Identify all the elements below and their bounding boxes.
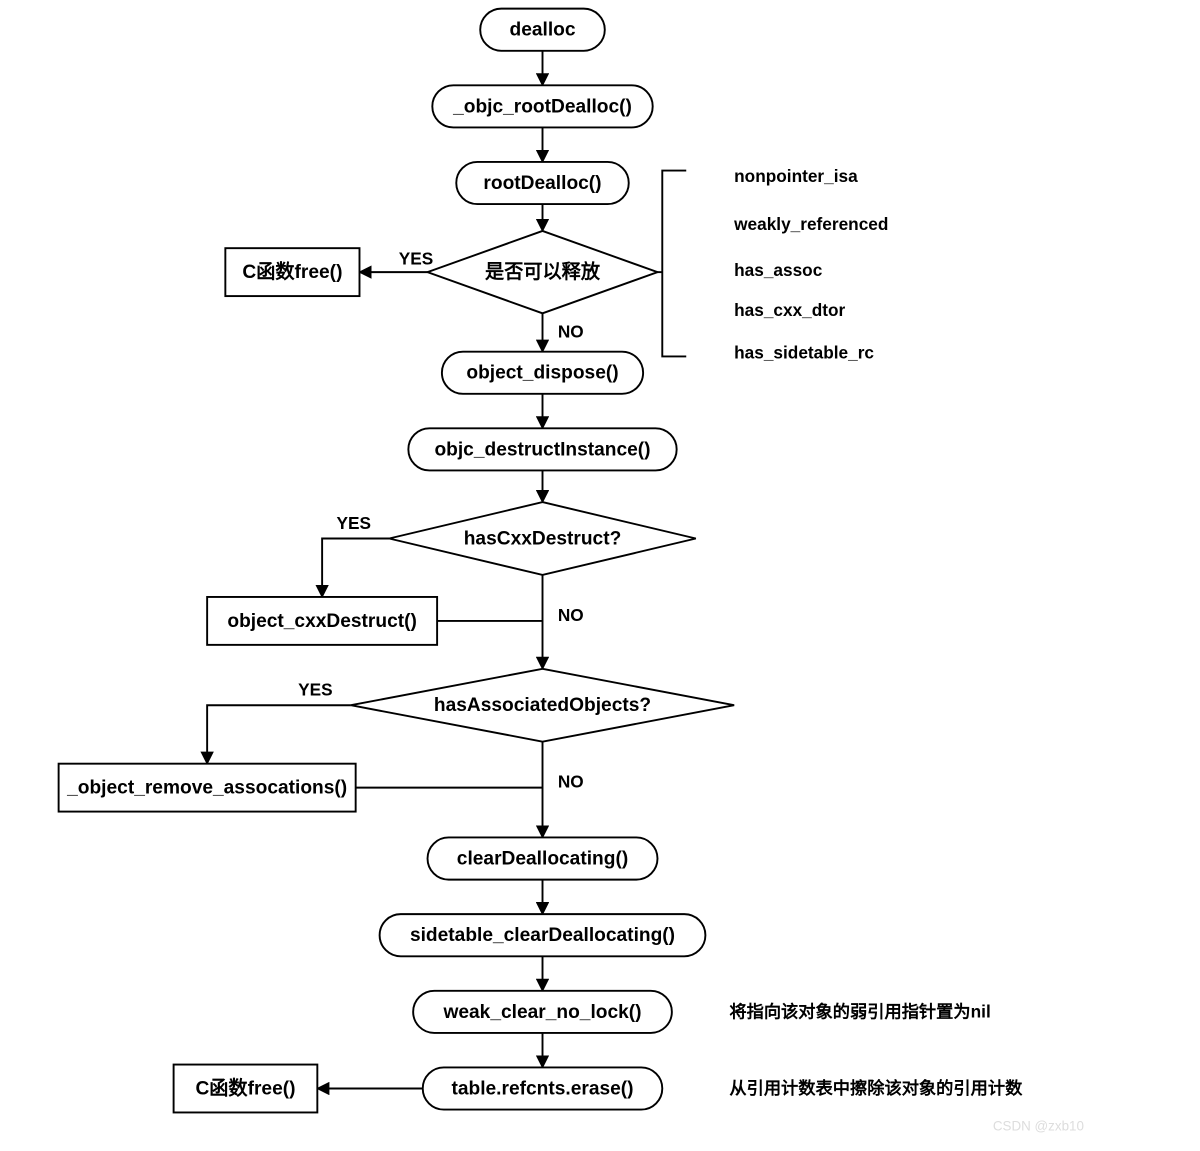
edge-label-decision1-objdispose: NO [558, 321, 584, 341]
bracket-item-0: nonpointer_isa [734, 166, 858, 186]
node-label-objcroot: _objc_rootDealloc() [452, 96, 632, 117]
bracket-item-4: has_sidetable_rc [734, 342, 874, 362]
node-label-decision2: hasCxxDestruct? [464, 529, 622, 550]
node-label-decision3: hasAssociatedObjects? [434, 695, 651, 716]
annotation-1: 从引用计数表中擦除该对象的引用计数 [729, 1078, 1023, 1098]
node-label-refcnts: table.refcnts.erase() [451, 1079, 633, 1100]
node-label-cfree1: C函数free() [242, 260, 342, 283]
edge-label-decision2-decision3: NO [558, 605, 584, 625]
edge-label-decision3-cleardealloc: NO [558, 772, 584, 792]
flowchart: YES NO YES NO YES NO nonpointer_isa weakly_refe… [0, 0, 1200, 1146]
node-label-objdispose: object_dispose() [466, 363, 618, 384]
bracket-item-2: has_assoc [734, 260, 823, 280]
annotation-0: 将指向该对象的弱引用指针置为nil [729, 1002, 990, 1022]
watermark: CSDN @zxb10 [993, 1119, 1084, 1134]
node-label-cxxdestruct: object_cxxDestruct() [227, 611, 416, 632]
node-label-weakclear: weak_clear_no_lock() [442, 1002, 641, 1023]
node-label-sidetable: sidetable_clearDeallocating() [410, 925, 675, 946]
edge-label-decision2-cxxdestruct: YES [336, 513, 371, 533]
edge-label-decision3-removeassoc: YES [298, 680, 333, 700]
node-label-dealloc: dealloc [510, 20, 576, 41]
edge-label-decision1-cfree1: YES [399, 248, 434, 268]
node-label-cleardealloc: clearDeallocating() [457, 849, 628, 870]
node-label-destruct: objc_destructInstance() [434, 439, 650, 460]
bracket-item-3: has_cxx_dtor [734, 300, 845, 320]
node-label-removeassoc: _object_remove_assocations() [66, 778, 347, 799]
edge-decision2-cxxdestruct [322, 539, 389, 597]
node-label-decision1: 是否可以释放 [484, 260, 601, 283]
edge-decision3-removeassoc [207, 705, 351, 763]
bracket-item-1: weakly_referenced [733, 214, 888, 234]
node-label-rootdealloc: rootDealloc() [483, 173, 601, 194]
bracket [662, 171, 686, 357]
node-label-cfree2: C函数free() [195, 1077, 295, 1100]
